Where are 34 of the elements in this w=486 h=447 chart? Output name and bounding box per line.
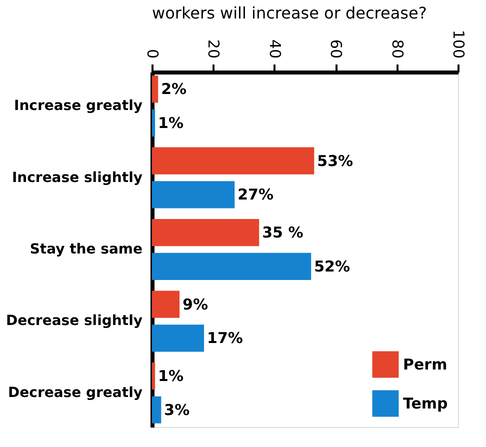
data-label: 1% xyxy=(158,114,184,132)
bar xyxy=(152,109,156,137)
data-label: 53% xyxy=(317,152,354,170)
x-tick-label: 60 xyxy=(327,39,346,58)
data-label: 3% xyxy=(164,400,190,419)
bar xyxy=(152,396,162,424)
bar xyxy=(152,147,314,174)
legend-label: Temp xyxy=(403,394,448,412)
y-tick-label: Decrease greatly xyxy=(8,384,142,401)
y-tick-label: Increase greatly xyxy=(14,98,142,114)
x-tick-label: 40 xyxy=(266,39,284,58)
data-label: 27% xyxy=(238,186,274,204)
bar xyxy=(152,324,204,352)
data-label: 52% xyxy=(314,257,350,276)
bar xyxy=(152,252,312,280)
y-tick-label: Decrease slightly xyxy=(6,313,142,330)
x-tick-label: 100 xyxy=(450,30,468,58)
data-label: 17% xyxy=(207,329,243,348)
bar xyxy=(152,181,235,208)
data-label: 35 % xyxy=(262,224,304,242)
data-label: 2% xyxy=(161,80,187,98)
x-tick-label: 0 xyxy=(144,48,162,58)
y-tick-label: Increase slightly xyxy=(12,170,142,186)
data-label: 9% xyxy=(182,295,208,314)
y-tick-label: Stay the same xyxy=(30,242,142,258)
data-label: 1% xyxy=(158,367,184,385)
x-tick-label: 20 xyxy=(204,39,223,58)
bar xyxy=(152,219,260,246)
x-tick-label: 80 xyxy=(388,39,406,58)
bar xyxy=(152,76,158,103)
chart-title: workers will increase or decrease? xyxy=(152,3,427,22)
bar xyxy=(152,290,180,318)
bar xyxy=(152,362,156,390)
legend-label: Perm xyxy=(403,356,448,374)
